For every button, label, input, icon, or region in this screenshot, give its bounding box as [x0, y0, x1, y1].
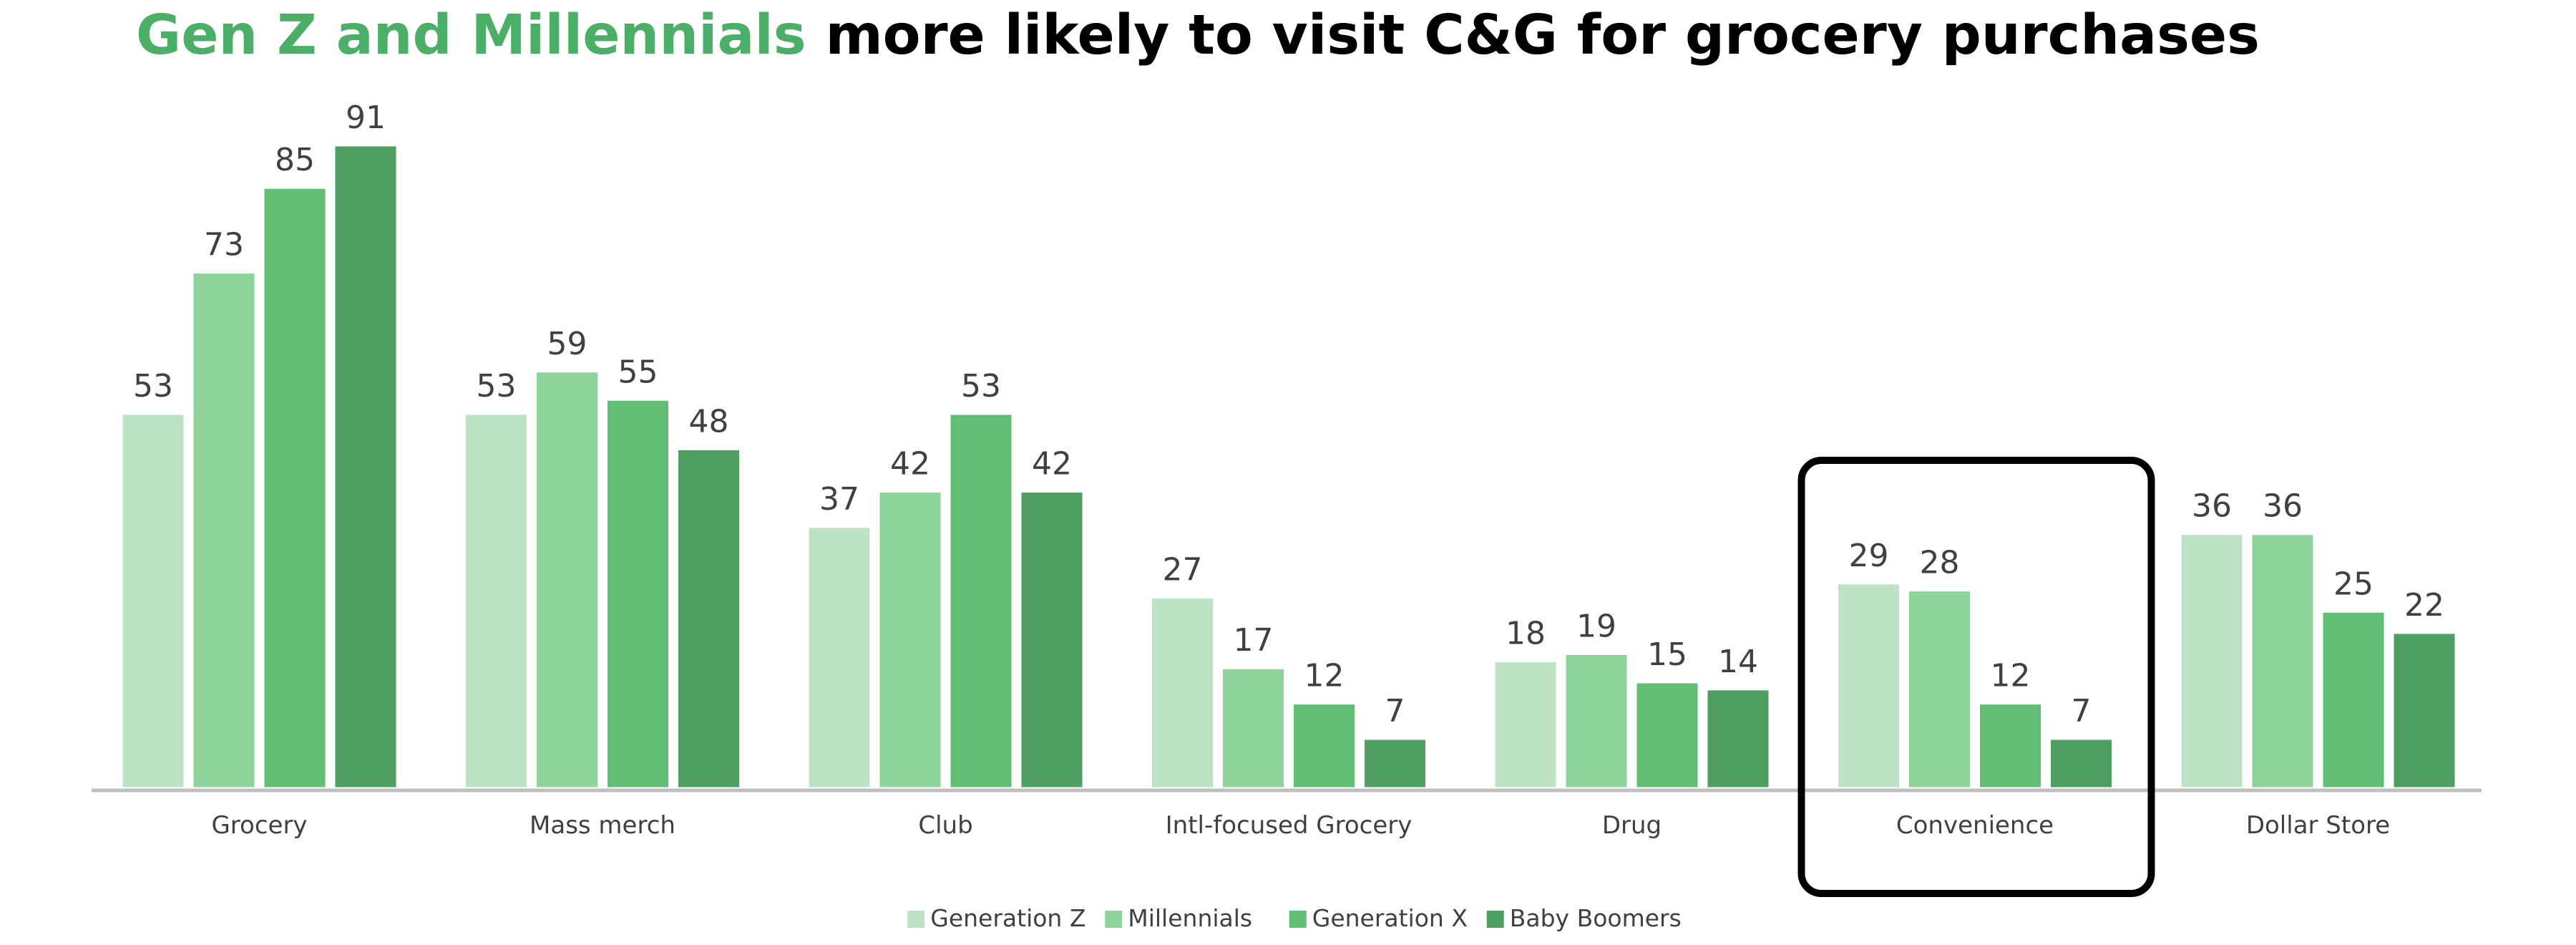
value-label-convenience-millennials: 28 — [1920, 545, 1960, 581]
bar-mass-merch-generation-z — [464, 412, 529, 790]
convenience-highlight-box — [1797, 457, 2155, 897]
legend-swatch-baby-boomers — [1486, 911, 1504, 928]
bar-intl-focused-grocery-generation-x — [1292, 702, 1357, 790]
category-label-drug: Drug — [1602, 811, 1662, 840]
chart-title-rest: more likely to visit C&G for grocery pur… — [806, 4, 2260, 67]
value-label-dollar-store-millennials: 36 — [2263, 488, 2303, 525]
value-label-mass-merch-baby-boomers: 48 — [689, 403, 729, 440]
bar-grocery-generation-z — [120, 412, 186, 790]
value-labels-layer: 53 73 85 91 53 59 55 48 37 42 53 42 27 17 12 7 18 19 15 14 2… — [133, 100, 2444, 730]
value-label-drug-generation-z: 18 — [1506, 615, 1546, 651]
value-label-club-millennials: 42 — [890, 446, 930, 483]
value-label-grocery-millennials: 73 — [204, 227, 244, 263]
category-labels-layer: Grocery Mass merch Club Intl-focused Grocer… — [211, 811, 2390, 840]
bar-intl-focused-grocery-generation-z — [1150, 596, 1215, 790]
legend-label-millennials: Millennials — [1128, 904, 1252, 932]
value-label-dollar-store-baby-boomers: 22 — [2404, 587, 2444, 624]
bar-mass-merch-baby-boomers — [676, 447, 741, 790]
value-label-dollar-store-generation-z: 36 — [2192, 488, 2232, 525]
value-label-grocery-generation-z: 53 — [133, 368, 173, 404]
legend: Generation Z Millennials Generation X Baby … — [907, 904, 1682, 932]
category-label-mass-merch: Mass merch — [530, 811, 675, 840]
value-label-intl-focused-grocery-generation-x: 12 — [1304, 658, 1345, 694]
bar-convenience-generation-z — [1836, 582, 1901, 790]
legend-label-baby-boomers: Baby Boomers — [1510, 904, 1682, 932]
chart-title-highlight: Gen Z and Millennials — [136, 4, 806, 67]
bar-intl-focused-grocery-millennials — [1221, 667, 1286, 790]
bar-convenience-millennials — [1907, 589, 1972, 790]
value-label-intl-focused-grocery-millennials: 17 — [1234, 622, 1274, 659]
bar-club-millennials — [877, 490, 943, 790]
bar-dollar-store-baby-boomers — [2391, 631, 2457, 790]
value-label-club-baby-boomers: 42 — [1032, 446, 1072, 483]
bar-grocery-generation-x — [262, 186, 328, 790]
bar-drug-generation-x — [1634, 681, 1700, 790]
bar-dollar-store-generation-x — [2321, 610, 2386, 790]
legend-swatch-generation-z — [907, 911, 925, 928]
value-label-mass-merch-generation-x: 55 — [618, 354, 658, 390]
category-label-convenience: Convenience — [1896, 811, 2054, 840]
category-label-grocery: Grocery — [211, 811, 307, 840]
bar-club-baby-boomers — [1019, 490, 1085, 790]
value-label-mass-merch-generation-z: 53 — [477, 368, 517, 404]
value-label-grocery-baby-boomers: 91 — [346, 100, 386, 136]
category-label-dollar-store: Dollar Store — [2246, 811, 2390, 840]
category-label-intl-focused-grocery: Intl-focused Grocery — [1166, 811, 1413, 840]
bar-dollar-store-generation-z — [2179, 533, 2245, 790]
bar-grocery-millennials — [191, 271, 257, 790]
bar-drug-baby-boomers — [1705, 688, 1771, 790]
value-label-intl-focused-grocery-generation-z: 27 — [1163, 552, 1203, 588]
value-label-convenience-generation-x: 12 — [1991, 658, 2031, 694]
value-label-drug-millennials: 19 — [1576, 609, 1616, 645]
bar-drug-generation-z — [1493, 659, 1558, 790]
value-label-dollar-store-generation-x: 25 — [2333, 566, 2373, 602]
bar-mass-merch-millennials — [535, 370, 600, 790]
bar-dollar-store-millennials — [2250, 533, 2316, 790]
value-label-drug-generation-x: 15 — [1647, 636, 1687, 673]
legend-label-generation-x: Generation X — [1312, 904, 1468, 932]
bar-convenience-baby-boomers — [2049, 737, 2114, 790]
value-label-drug-baby-boomers: 14 — [1718, 644, 1758, 680]
bar-club-generation-x — [948, 412, 1014, 790]
value-label-intl-focused-grocery-baby-boomers: 7 — [1385, 693, 1405, 730]
value-label-convenience-generation-z: 29 — [1849, 538, 1889, 574]
bar-grocery-baby-boomers — [333, 144, 399, 790]
value-label-club-generation-z: 37 — [819, 481, 859, 518]
value-label-mass-merch-millennials: 59 — [547, 326, 587, 362]
bars-layer — [120, 144, 2457, 790]
value-label-grocery-generation-x: 85 — [275, 142, 315, 178]
bar-convenience-generation-x — [1978, 702, 2043, 790]
value-label-convenience-baby-boomers: 7 — [2072, 693, 2092, 730]
chart-title: Gen Z and Millennials more likely to vis… — [136, 0, 2260, 72]
legend-label-generation-z: Generation Z — [930, 904, 1085, 932]
legend-swatch-millennials — [1105, 911, 1123, 928]
bar-club-generation-z — [806, 525, 872, 790]
category-label-club: Club — [918, 811, 972, 840]
bar-mass-merch-generation-x — [605, 398, 670, 790]
bar-drug-millennials — [1563, 653, 1629, 790]
value-label-club-generation-x: 53 — [961, 368, 1001, 404]
legend-swatch-generation-x — [1289, 911, 1307, 928]
bar-intl-focused-grocery-baby-boomers — [1362, 737, 1428, 790]
